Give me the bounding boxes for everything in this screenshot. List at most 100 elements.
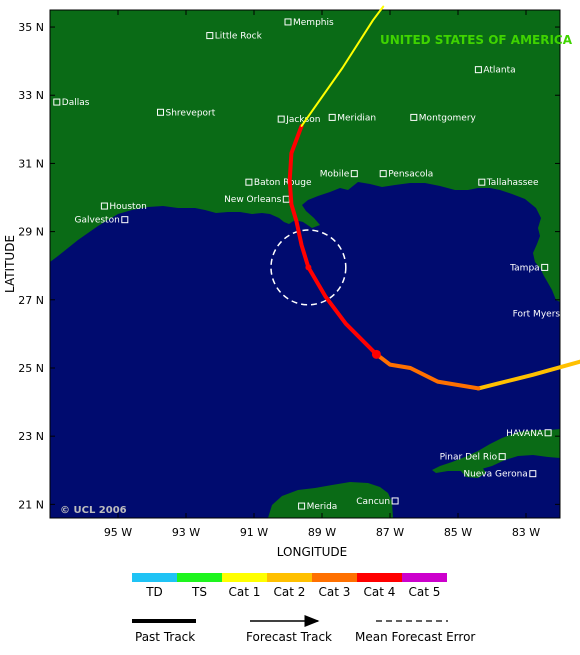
city-label: Houston: [109, 202, 146, 212]
city-square-icon: [391, 497, 399, 505]
legend-label: Cat 4: [364, 585, 396, 599]
city-marker[interactable]: Baton Rouge: [245, 178, 312, 188]
city-square-icon: [53, 98, 61, 106]
city-square-icon: [157, 108, 164, 116]
city-marker[interactable]: Shreveport: [157, 108, 216, 118]
mean-forecast-error-label: Mean Forecast Error: [355, 630, 475, 644]
city-marker[interactable]: Nueva Gerona: [463, 470, 537, 480]
city-label: Memphis: [293, 18, 334, 28]
city-square-icon: [541, 263, 549, 271]
track-legend: Past Track Forecast Track Mean Forecast …: [132, 615, 475, 644]
city-label: Tallahassee: [486, 178, 539, 188]
lon-tick-label: 95 W: [104, 526, 132, 539]
city-square-icon: [328, 113, 336, 121]
city-square-icon: [379, 170, 387, 178]
city-marker[interactable]: Dallas: [53, 98, 90, 108]
city-marker[interactable]: Montgomery: [410, 113, 477, 123]
city-square-icon: [474, 66, 482, 74]
usa-landmass: [50, 10, 560, 302]
cuba-landmass: [432, 429, 560, 473]
city-marker[interactable]: Tallahassee: [478, 178, 539, 188]
city-label: Pinar Del Rio: [440, 453, 498, 463]
city-label: Jackson: [285, 115, 320, 125]
city-square-icon: [121, 216, 129, 224]
city-square-icon: [100, 202, 108, 210]
city-square-icon: [245, 178, 253, 186]
city-marker[interactable]: Tampa: [509, 263, 549, 273]
latitude-tick-labels: 35 N 33 N 31 N 29 N 27 N 25 N 23 N 21 N: [18, 21, 44, 511]
city-label: Little Rock: [215, 32, 263, 42]
city-label: Pensacola: [388, 170, 433, 180]
legend-label: TS: [191, 585, 207, 599]
city-marker[interactable]: Pensacola: [379, 170, 433, 180]
map-frame: [49, 9, 561, 519]
city-marker[interactable]: Pinar Del Rio: [440, 453, 506, 463]
city-marker[interactable]: Galveston: [75, 216, 129, 226]
lon-tick-label: 87 W: [376, 526, 404, 539]
legend-swatch: [267, 573, 312, 582]
forecast-position-marker: [305, 264, 312, 271]
past-track-label: Past Track: [135, 630, 195, 644]
lon-tick-label: 83 W: [512, 526, 540, 539]
lon-tick-label: 85 W: [444, 526, 472, 539]
city-marker[interactable]: Little Rock: [206, 32, 263, 42]
legend-label: Cat 2: [274, 585, 306, 599]
lat-tick-label: 31 N: [18, 157, 44, 170]
city-label: Shreveport: [166, 108, 216, 118]
city-square-icon: [284, 18, 292, 26]
track-segment: [287, 123, 379, 357]
city-marker[interactable]: HAVANA: [506, 429, 552, 439]
city-label: Mobile: [320, 170, 350, 180]
city-square-icon: [350, 170, 358, 178]
city-marker[interactable]: Mobile: [320, 170, 358, 180]
city-square-icon: [277, 115, 285, 123]
legend-label: Cat 3: [319, 585, 351, 599]
lat-tick-label: 35 N: [18, 21, 44, 34]
city-marker[interactable]: Jackson: [277, 115, 320, 125]
city-marker[interactable]: Meridian: [328, 113, 376, 123]
city-label: Fort Myers: [513, 309, 561, 319]
storm-track: [287, 5, 580, 391]
legend-label: TD: [145, 585, 163, 599]
legend-label: Cat 1: [229, 585, 261, 599]
mean-forecast-error-circle: [270, 229, 347, 306]
city-label: Cancun: [356, 497, 390, 507]
forecast-track-label: Forecast Track: [246, 630, 332, 644]
city-label: Dallas: [62, 98, 90, 108]
legend-swatch: [312, 573, 357, 582]
city-label: Merida: [307, 502, 338, 512]
city-marker[interactable]: Houston: [100, 202, 147, 212]
city-label: Atlanta: [483, 66, 515, 76]
lat-tick-label: 23 N: [18, 430, 44, 443]
intensity-legend: TD TS Cat 1 Cat 2 Cat 3 Cat 4 Cat 5: [132, 573, 447, 599]
city-label: Montgomery: [419, 113, 477, 123]
copyright-notice: © UCL 2006: [60, 505, 127, 516]
city-label: HAVANA: [506, 429, 544, 439]
longitude-tick-labels: 95 W 93 W 91 W 89 W 87 W 85 W 83 W: [104, 526, 540, 539]
track-segment: [476, 359, 580, 391]
isla-de-la-juventud: [460, 466, 486, 478]
lon-tick-label: 89 W: [308, 526, 336, 539]
lat-tick-label: 25 N: [18, 362, 44, 375]
city-label: Baton Rouge: [254, 178, 312, 188]
city-marker[interactable]: Atlanta: [474, 66, 516, 76]
lon-tick-label: 93 W: [172, 526, 200, 539]
city-marker[interactable]: Fort Myers: [513, 309, 569, 319]
track-segment: [374, 352, 481, 391]
city-marker[interactable]: Memphis: [284, 18, 334, 28]
city-label: Galveston: [75, 216, 120, 226]
track-segment: [300, 5, 385, 127]
city-label: Meridian: [337, 113, 376, 123]
city-marker[interactable]: Merida: [298, 502, 338, 512]
city-square-icon: [561, 309, 569, 317]
city-marker[interactable]: New Orleans: [224, 195, 290, 205]
lat-tick-label: 21 N: [18, 498, 44, 511]
lat-tick-label: 29 N: [18, 226, 44, 239]
map-area[interactable]: [50, 10, 560, 518]
country-label: UNITED STATES OF AMERICA: [380, 33, 573, 47]
legend-swatch: [177, 573, 222, 582]
current-storm-position[interactable]: [371, 349, 381, 359]
city-marker[interactable]: Cancun: [356, 497, 399, 507]
legend-swatch: [222, 573, 267, 582]
